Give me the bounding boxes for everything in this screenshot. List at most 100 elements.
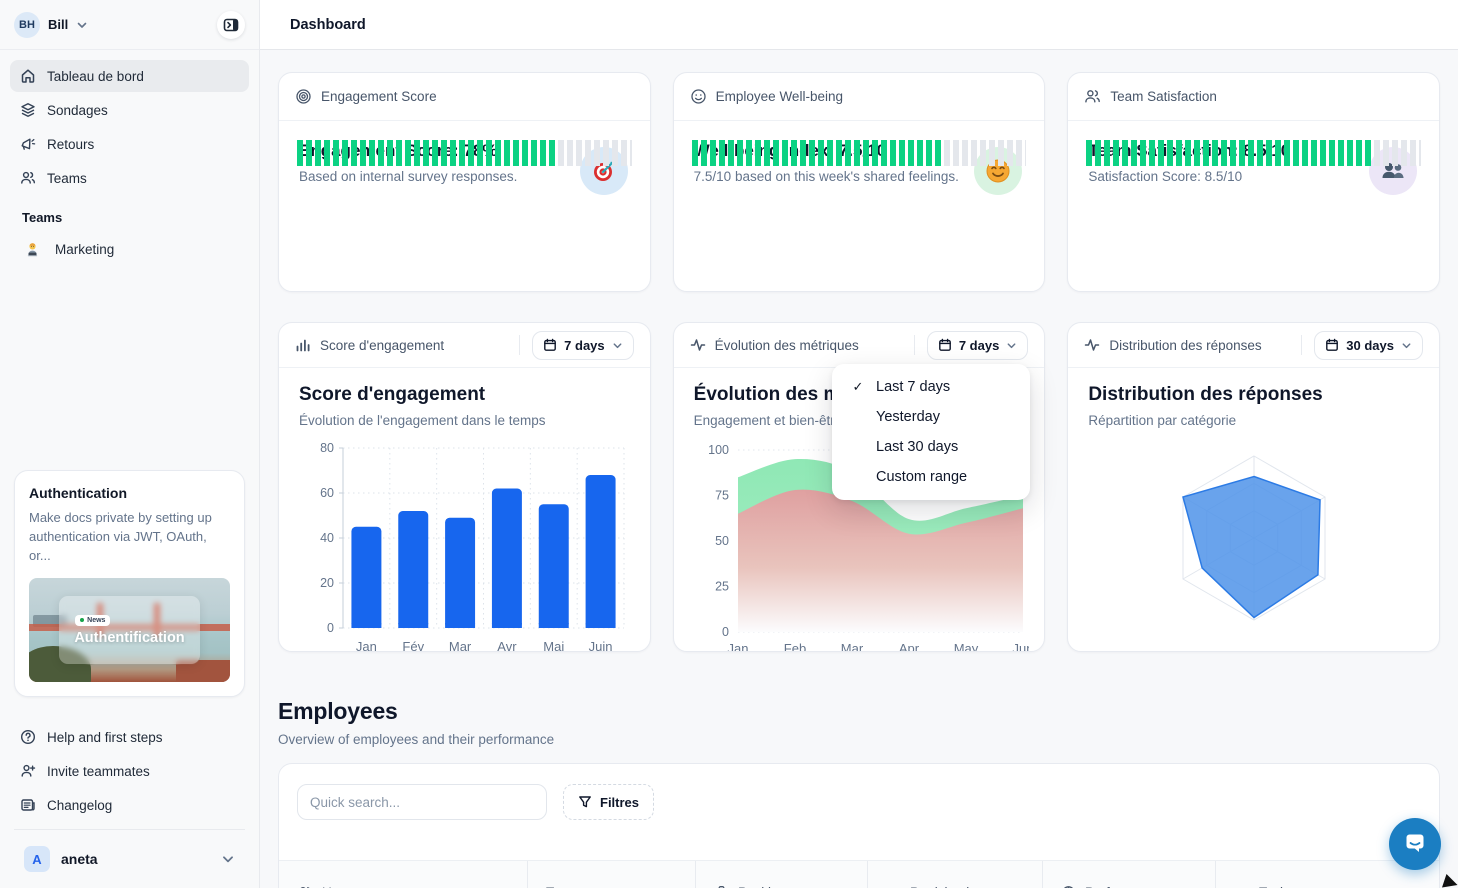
promo-image-caption: Authentification [74, 629, 185, 646]
menu-item-custom-range[interactable]: Custom range [838, 462, 1024, 492]
svg-text:75: 75 [715, 489, 729, 503]
chevron-down-icon [613, 342, 622, 348]
svg-text:Fév: Fév [402, 639, 424, 652]
sidebar-item-retours[interactable]: Retours [10, 128, 249, 160]
newspaper-icon [21, 799, 35, 811]
users-icon [1085, 90, 1101, 103]
calendar-icon [938, 338, 951, 351]
sidebar-item-label: Changelog [47, 797, 113, 813]
mouse-cursor [1442, 874, 1458, 888]
search-input[interactable] [297, 784, 547, 820]
svg-text:Feb: Feb [783, 641, 805, 652]
column-header-label: Tasks [1259, 885, 1294, 888]
teams-section-label: Teams [22, 210, 63, 225]
column-header-performance[interactable]: Performance [1042, 861, 1215, 888]
date-range-selector[interactable]: 30 days [1314, 330, 1423, 360]
sidebar-footer-nav: Help and first steps Invite teammates Ch… [0, 715, 259, 888]
menu-item-last-7-days[interactable]: ✓ Last 7 days [838, 372, 1024, 402]
svg-text:Mar: Mar [840, 641, 863, 652]
svg-text:Jan: Jan [727, 641, 748, 652]
range-label: 7 days [958, 337, 1000, 353]
sidebar-collapse-button[interactable] [217, 10, 245, 39]
card-header-label: Évolution des métriques [714, 337, 859, 353]
column-header-participation[interactable]: Participation [867, 861, 1042, 888]
column-header-label: Team [546, 885, 579, 888]
svg-text:Juin: Juin [589, 639, 613, 652]
card-header-label: Employee Well-being [715, 89, 843, 104]
promo-image-overlay: News Authentification [59, 595, 200, 665]
promo-title: Authentication [29, 485, 127, 502]
svg-text:0: 0 [327, 621, 334, 635]
menu-item-yesterday[interactable]: Yesterday [838, 402, 1024, 432]
sidebar-nav: Tableau de bord Sondages Retours Teams T… [0, 50, 259, 266]
svg-text:Avr: Avr [497, 639, 517, 652]
svg-text:40: 40 [320, 531, 334, 545]
sidebar-item-changelog[interactable]: Changelog [10, 789, 249, 821]
sidebar-item-marketing[interactable]: Marketing [10, 233, 249, 266]
svg-text:Jan: Jan [356, 639, 377, 652]
check-icon: ✓ [852, 379, 864, 394]
chat-bubble-icon [1406, 834, 1424, 852]
team-item-label: Marketing [55, 242, 115, 257]
employees-panel: Filtres User Team Position Participation Per… [278, 763, 1440, 888]
sidebar-item-invite[interactable]: Invite teammates [10, 755, 249, 787]
engagement-chart-card: Score d'engagement 7 days Score d'engage… [278, 322, 651, 652]
divider [1301, 335, 1303, 355]
sidebar-item-label: Invite teammates [47, 763, 150, 779]
sidebar-item-help[interactable]: Help and first steps [10, 721, 249, 753]
menu-item-label: Yesterday [876, 409, 940, 425]
range-label: 30 days [1346, 337, 1394, 353]
sidebar-item-tableau-de-bord[interactable]: Tableau de bord [10, 60, 249, 92]
svg-text:May: May [953, 641, 978, 652]
calendar-icon [544, 338, 557, 351]
svg-text:80: 80 [320, 441, 334, 455]
column-header-user[interactable]: User [279, 861, 527, 888]
account-switcher[interactable]: A aneta [10, 838, 249, 888]
promo-description: Make docs private by setting up authenti… [29, 510, 212, 564]
column-header-label: Position [738, 885, 786, 888]
sidebar-item-label: Retours [47, 136, 95, 152]
chart-subtitle: Évolution de l'engagement dans le temps [299, 413, 546, 428]
workspace-switcher[interactable]: BH Bill [0, 0, 259, 50]
sidebar-item-teams[interactable]: Teams [10, 162, 249, 194]
megaphone-icon [21, 138, 36, 150]
date-range-selector[interactable]: 7 days [532, 330, 634, 360]
users-icon [21, 171, 35, 184]
card-header-label: Distribution des réponses [1109, 337, 1262, 353]
stat-subtitle: Satisfaction Score: 8.5/10 [1088, 169, 1243, 184]
menu-item-label: Last 30 days [876, 439, 959, 455]
column-header-tasks[interactable]: Tasks [1215, 861, 1439, 888]
progress-bar [1086, 140, 1421, 166]
filters-button[interactable]: Filtres [563, 784, 655, 820]
team-satisfaction-card: Team Satisfaction Team Satisfaction: 8.5… [1067, 72, 1440, 292]
progress-bar [691, 140, 1027, 166]
wellbeing-card: Employee Well-being Well-being Index: 7.… [672, 72, 1046, 292]
chat-launcher-button[interactable] [1389, 818, 1441, 870]
column-header-position[interactable]: Position [695, 861, 867, 888]
chevron-down-icon [77, 22, 87, 28]
svg-text:100: 100 [708, 443, 729, 457]
sidebar: BH Bill Tableau de bord Sondages Retours… [0, 0, 260, 888]
svg-text:60: 60 [320, 486, 334, 500]
activity-icon [1085, 339, 1100, 351]
svg-text:25: 25 [715, 580, 729, 594]
authentication-promo-card[interactable]: Authentication Make docs private by sett… [14, 470, 245, 697]
column-header-team[interactable]: Team [527, 861, 695, 888]
top-bar: Dashboard [260, 0, 1458, 50]
svg-text:0: 0 [722, 625, 729, 639]
divider [519, 335, 521, 355]
range-label: 7 days [564, 337, 605, 353]
bar-chart-icon [296, 339, 310, 352]
sidebar-item-sondages[interactable]: Sondages [10, 94, 249, 126]
radar-chart [1181, 455, 1326, 621]
date-range-selector[interactable]: 7 days [926, 330, 1029, 360]
menu-item-last-30-days[interactable]: Last 30 days [838, 432, 1024, 462]
employees-subtitle: Overview of employees and their performa… [278, 732, 555, 747]
home-icon [21, 69, 35, 83]
menu-item-label: Last 7 days [876, 379, 951, 395]
smile-icon [691, 89, 706, 104]
response-distribution-card: Distribution des réponses 30 days Distri… [1067, 322, 1440, 652]
stat-cards-row: Engagement Score Engagement Score: 78% B… [278, 72, 1440, 292]
funnel-icon [579, 796, 591, 808]
card-header-label: Score d'engagement [320, 337, 445, 353]
